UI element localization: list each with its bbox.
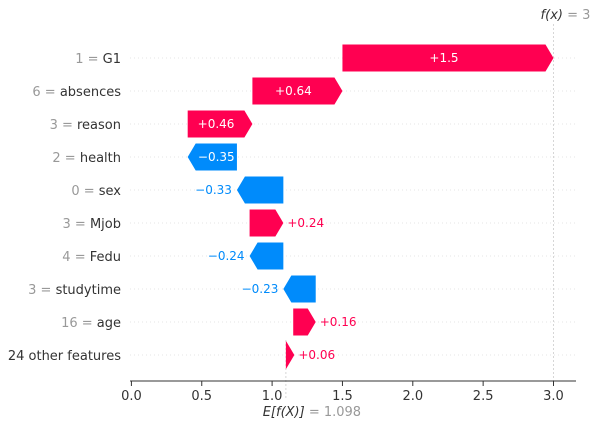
feature-value: 3 = — [50, 118, 77, 133]
feature-value: 0 = — [71, 184, 98, 199]
feature-label: 6 = absences — [32, 85, 121, 100]
x-axis: 0.0 0.5 1.0 1.5 2.0 2.5 3.0 — [121, 380, 576, 404]
feature-label: 24 other features — [8, 349, 121, 364]
annotation-label: E[f(X)] — [263, 405, 305, 420]
x-tick-label: 0.5 — [191, 389, 212, 404]
annotation-label: f(x) — [541, 8, 563, 23]
negative-bar — [283, 275, 316, 303]
bar-value-label: +0.64 — [275, 84, 312, 98]
feature-label: 4 = Fedu — [62, 250, 121, 265]
negative-bar — [236, 176, 284, 204]
bar-value-label: −0.24 — [208, 249, 245, 263]
positive-bar — [249, 209, 284, 237]
feature-name: Fedu — [90, 250, 121, 265]
bar-value-label: +0.16 — [320, 315, 357, 329]
feature-name: Mjob — [90, 217, 121, 232]
positive-bar — [285, 341, 295, 369]
feature-label: 3 = reason — [50, 118, 121, 133]
feature-name: G1 — [103, 52, 121, 67]
feature-value: 6 = — [32, 85, 59, 100]
row-gridlines — [130, 57, 576, 356]
feature-label: 1 = G1 — [75, 52, 121, 67]
x-tick-label: 3.0 — [543, 389, 564, 404]
bar-value-label: +0.06 — [298, 348, 335, 362]
feature-value: 4 = — [62, 250, 89, 265]
feature-value: 2 = — [52, 151, 79, 166]
x-tick-label: 1.0 — [262, 389, 283, 404]
negative-bar — [187, 143, 237, 171]
positive-bar — [293, 308, 316, 336]
x-tick-label: 1.5 — [332, 389, 353, 404]
feature-label: 16 = age — [61, 316, 121, 331]
positive-bar — [252, 77, 343, 105]
bar-value-label: +0.24 — [287, 216, 324, 230]
negative-bar — [249, 242, 284, 270]
feature-name: age — [97, 316, 121, 331]
x-tick-label: 2.5 — [473, 389, 494, 404]
feature-label: 0 = sex — [71, 184, 121, 199]
feature-label: 2 = health — [52, 151, 121, 166]
feature-label: 3 = Mjob — [63, 217, 121, 232]
bars-group: +1.5 +0.64 +0.46 −0.35 −0.33 +0.24 −0.24 −0.23 +… — [187, 44, 554, 369]
feature-value: 3 = — [28, 283, 55, 298]
annotation-value: = 3 — [563, 8, 590, 23]
feature-label: 3 = studytime — [28, 283, 121, 298]
bar-value-label: −0.35 — [198, 150, 235, 164]
fx-annotation: f(x) = 3 — [541, 8, 591, 23]
feature-name: 24 other features — [8, 349, 121, 364]
x-tick-label: 0.0 — [121, 389, 142, 404]
bar-value-label: +1.5 — [429, 51, 458, 65]
bar-value-label: −0.23 — [242, 282, 279, 296]
feature-name: health — [80, 151, 121, 166]
feature-value: 1 = — [75, 52, 102, 67]
positive-bar — [342, 44, 554, 72]
annotation-value: = 1.098 — [305, 405, 361, 420]
feature-labels: 1 = G1 6 = absences 3 = reason 2 = health 0 … — [8, 52, 121, 364]
bar-value-label: −0.33 — [195, 183, 232, 197]
feature-value: 16 = — [61, 316, 97, 331]
positive-bar — [187, 110, 253, 138]
feature-name: sex — [99, 184, 122, 199]
feature-name: reason — [77, 118, 121, 133]
bar-value-label: +0.46 — [198, 117, 235, 131]
base-value-annotation: E[f(X)] = 1.098 — [263, 405, 361, 420]
x-tick-label: 2.0 — [402, 389, 423, 404]
feature-name: studytime — [56, 283, 121, 298]
feature-name: absences — [60, 85, 121, 100]
feature-value: 3 = — [63, 217, 90, 232]
